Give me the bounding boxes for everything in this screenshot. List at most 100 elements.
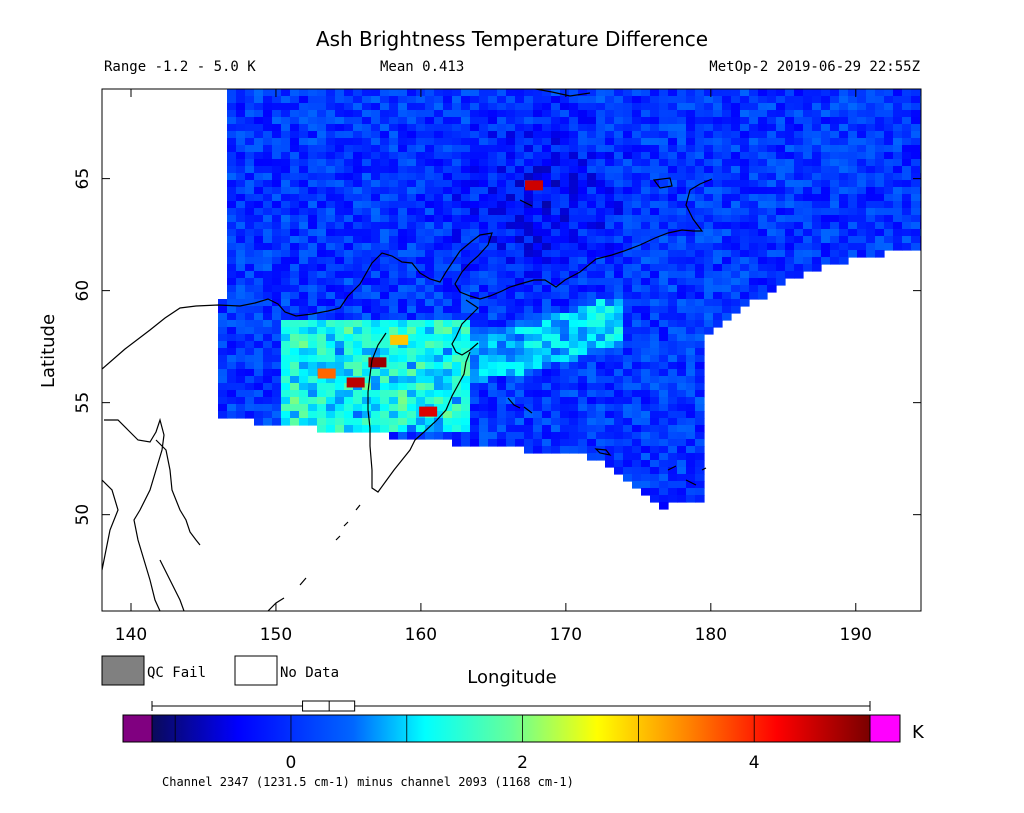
swath-cell [470,166,480,174]
swath-cell [362,250,372,258]
swath-cell [227,138,237,146]
swath-cell [371,306,381,314]
swath-cell [884,208,894,216]
swath-cell [731,110,741,118]
swath-cell [659,89,669,97]
swath-cell [803,145,813,153]
swath-cell [659,194,669,202]
swath-cell [371,390,381,398]
swath-cell [236,159,246,167]
swath-cell [218,313,228,321]
swath-cell [353,292,363,300]
swath-cell [380,194,390,202]
swath-cell [506,341,516,349]
swath-cell [731,201,741,209]
swath-cell [587,208,597,216]
swath-cell [479,264,489,272]
swath-cell [425,271,435,279]
swath-cell [407,131,417,139]
swath-cell [362,131,372,139]
swath-cell [452,369,462,377]
swath-cell [542,404,552,412]
swath-cell [506,187,516,195]
swath-cell [452,257,462,265]
swath-cell [632,194,642,202]
swath-cell [866,89,876,97]
swath-cell [461,222,471,230]
swath-cell [569,278,579,286]
swath-cell [587,250,597,258]
swath-cell [668,425,678,433]
swath-cell [389,159,399,167]
swath-cell [506,376,516,384]
swath-cell [749,208,759,216]
swath-cell [731,299,741,307]
swath-cell [254,215,264,223]
swath-cell [443,285,453,293]
swath-cell [407,432,417,440]
swath-cell [902,194,912,202]
swath-cell [434,180,444,188]
swath-cell [659,488,669,496]
swath-cell [731,131,741,139]
swath-cell [470,194,480,202]
swath-cell [677,264,687,272]
swath-cell [290,166,300,174]
swath-cell [839,180,849,188]
swath-cell [803,222,813,230]
swath-cell [506,334,516,342]
swath-cell [335,89,345,97]
swath-cell [650,481,660,489]
swath-cell [533,250,543,258]
swath-cell [893,96,903,104]
swath-cell [533,194,543,202]
swath-cell [299,362,309,370]
swath-cell [335,299,345,307]
swath-cell [389,299,399,307]
swath-cell [641,474,651,482]
swath-cell [605,264,615,272]
swath-cell [668,103,678,111]
swath-cell [569,299,579,307]
swath-cell [380,348,390,356]
swath-cell [659,215,669,223]
swath-cell [362,194,372,202]
swath-cell [731,180,741,188]
swath-cell [371,250,381,258]
swath-cell [497,411,507,419]
swath-cell [632,229,642,237]
swath-cell [263,159,273,167]
swath-cell [443,341,453,349]
swath-cell [407,397,417,405]
swath-cell [245,138,255,146]
swath-cell [308,369,318,377]
swath-cell [704,110,714,118]
swath-cell [848,138,858,146]
swath-cell [731,215,741,223]
swath-cell [380,390,390,398]
swath-cell [326,236,336,244]
swath-cell [677,292,687,300]
swath-cell [578,299,588,307]
swath-cell [803,208,813,216]
swath-cell [317,292,327,300]
swath-cell [794,187,804,195]
swath-cell [533,306,543,314]
swath-cell [695,103,705,111]
swath-cell [335,376,345,384]
swath-cell [578,250,588,258]
swath-cell [623,236,633,244]
swath-cell [434,187,444,195]
swath-cell [533,201,543,209]
swath-cell [794,271,804,279]
swath-cell [650,201,660,209]
swath-cell [542,292,552,300]
swath-cell [290,124,300,132]
swath-cell [614,411,624,419]
swath-cell [407,145,417,153]
swath-cell [371,110,381,118]
swath-cell [398,173,408,181]
swath-cell [632,446,642,454]
swath-cell [659,383,669,391]
swath-cell [731,117,741,125]
